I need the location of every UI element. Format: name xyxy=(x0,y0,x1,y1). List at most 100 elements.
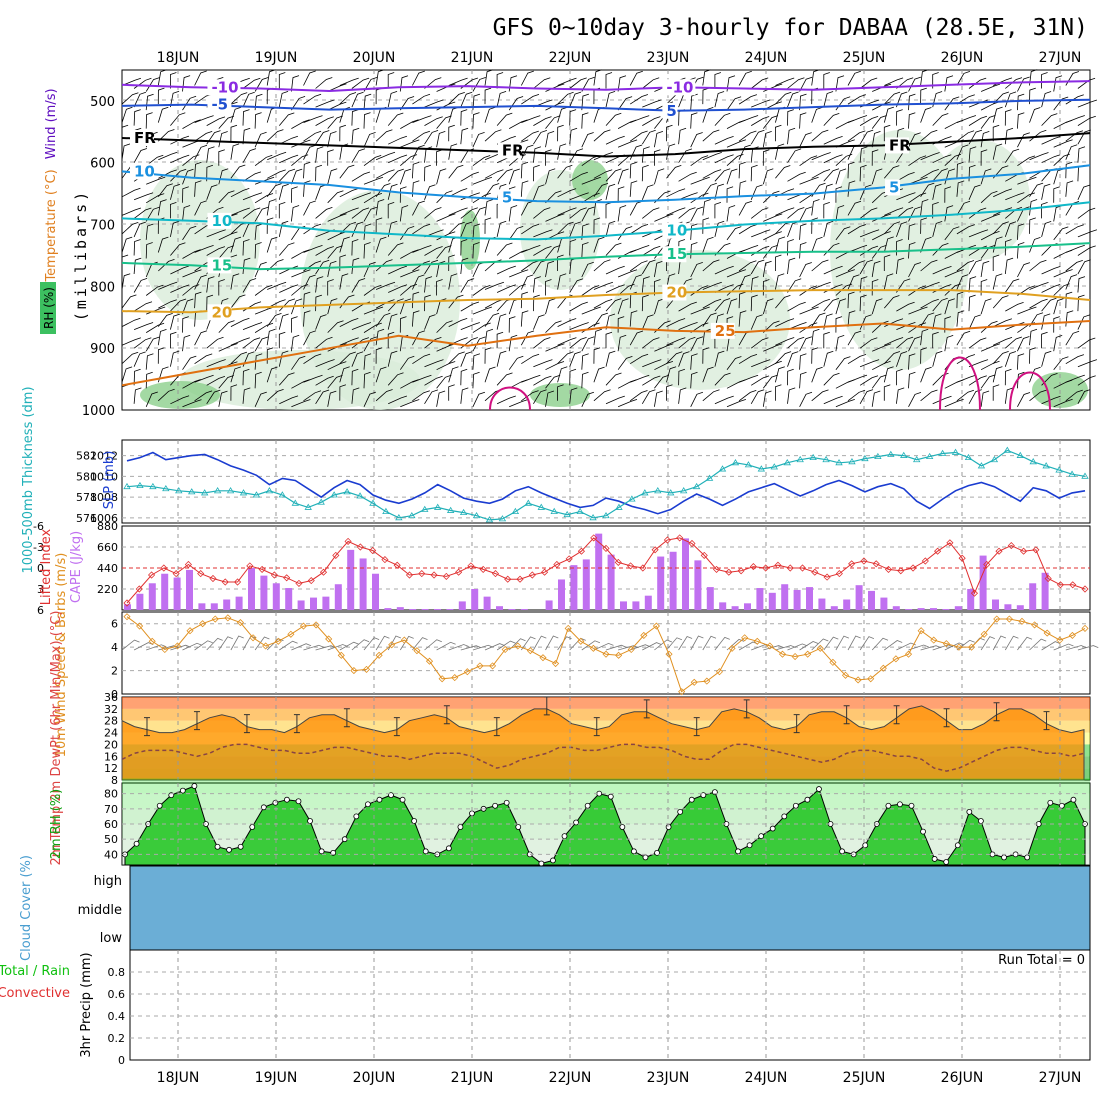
wind-barb-234 xyxy=(1017,112,1025,129)
wind-barb-487 xyxy=(206,184,218,200)
bottom-date-19JUN: 19JUN xyxy=(255,1070,298,1086)
wind-barb-148 xyxy=(944,96,960,111)
wind-tick-4: 4 xyxy=(111,641,118,654)
wind-barb-1042 xyxy=(145,322,165,333)
wind-barb-1242 xyxy=(629,353,649,365)
wind-barb-440 xyxy=(605,168,622,182)
thickness-mark-17 xyxy=(343,488,351,495)
wind-barb-146 xyxy=(920,87,927,105)
thickness-mark-72 xyxy=(1055,466,1063,473)
wind-barb-852 xyxy=(750,259,765,275)
wind-barb-950 xyxy=(968,276,977,293)
wind-barb-233 xyxy=(1004,109,1012,126)
wind-barb-1126 xyxy=(194,330,208,346)
wind-barb-1178 xyxy=(823,331,830,349)
thickness-mark-60 xyxy=(900,451,908,458)
wind-barb-420 xyxy=(363,176,384,185)
bottom-date-21JUN: 21JUN xyxy=(451,1070,494,1086)
li-mark-53 xyxy=(774,561,782,569)
wind-barb-530 xyxy=(726,186,734,203)
wind-barb-30 xyxy=(484,69,494,86)
wind-barb-1093 xyxy=(763,320,780,333)
contour-25 xyxy=(121,320,1091,387)
wind-barb-618 xyxy=(823,202,830,219)
wind-barb-306 xyxy=(920,129,938,142)
wind-barb-314 xyxy=(1017,132,1030,148)
wind-barb-574 xyxy=(291,205,300,222)
wind-mark-24 xyxy=(425,657,434,665)
wind-barb-158 xyxy=(1065,94,1084,105)
wind-barb-757 xyxy=(569,239,577,256)
rh-core-3 xyxy=(460,210,480,270)
wind-barb-533 xyxy=(763,190,780,204)
top-date-21JUN: 21JUN xyxy=(451,50,494,66)
thickness-mark-67 xyxy=(990,455,999,463)
wind-barb-1128 xyxy=(218,343,238,352)
wind-barb-202 xyxy=(630,115,650,123)
wind-barb-1380 xyxy=(363,391,377,407)
wind-barb-6 xyxy=(194,70,207,86)
thickness-mark-57 xyxy=(861,454,869,462)
wind-barb-801 xyxy=(133,257,142,275)
wind-barb-1080 xyxy=(605,313,616,330)
li-mark-35 xyxy=(553,560,561,569)
wind-barb-464 xyxy=(896,172,915,182)
wind-barb-703 xyxy=(884,221,901,235)
wind-barb-717 xyxy=(1053,226,1069,241)
wind-barb-987 xyxy=(448,294,464,309)
wind-barb-907 xyxy=(448,273,458,290)
wind-barb-1116 xyxy=(1041,313,1051,330)
wind-barb-225 xyxy=(908,112,916,129)
wind-barb-213 xyxy=(762,115,779,129)
wind-barb-81 xyxy=(133,91,147,108)
wind-barb-355 xyxy=(545,149,552,166)
wind-barb-1408 xyxy=(702,389,720,402)
wind-barb-552 xyxy=(993,188,1013,198)
wind-barb-917 xyxy=(569,278,584,293)
wind-barb-1287 xyxy=(206,376,226,386)
wind-mark-66 xyxy=(955,643,963,651)
wind-barb-1224 xyxy=(412,353,431,365)
wind-barb-748 xyxy=(460,239,468,256)
wind-barb-432 xyxy=(508,168,520,185)
cape-bar-21 xyxy=(384,608,392,610)
wind-barb-276 xyxy=(557,124,564,142)
wind-barb-1083 xyxy=(641,314,654,330)
wind-barb-105 xyxy=(424,99,444,108)
rh-core-4 xyxy=(572,160,608,200)
wind-barb-821 xyxy=(375,259,393,272)
wind-barb-48 xyxy=(702,69,711,86)
wind-barb-980 xyxy=(363,306,384,315)
wind-barb-839 xyxy=(593,259,611,272)
wind-barb-209 xyxy=(714,112,731,126)
wind-barb-342 xyxy=(388,154,408,164)
wind-barb-838 xyxy=(581,261,594,278)
wind-mark-76 xyxy=(1081,624,1089,632)
wind-barb-924 xyxy=(654,279,661,296)
contour-label-bg-5-2 xyxy=(885,179,901,196)
wind-barb-1057 xyxy=(327,320,344,333)
wind-barb-390 xyxy=(968,146,977,163)
li-tick-3: 3 xyxy=(37,583,44,596)
li-mark-14 xyxy=(295,579,303,587)
wind-barb-502 xyxy=(387,183,398,200)
temp2m-axis-label: 2m Temp 2m DewPt (6hr Min/Max) (°C) xyxy=(49,611,64,866)
wind-barb-571 xyxy=(254,206,269,222)
wind-barb-174 xyxy=(291,119,310,129)
thickness-mark-55 xyxy=(835,459,843,466)
wind-barb-457 xyxy=(811,169,831,179)
wind-barb-799 xyxy=(1077,245,1096,256)
wind-barb-42 xyxy=(629,70,643,86)
wind-barb-1121 xyxy=(133,337,152,349)
wind-barb-1200 xyxy=(121,351,139,364)
wind-barb-1266 xyxy=(920,347,928,364)
wind-barb-288 xyxy=(702,129,720,142)
wind-barb-559 xyxy=(1077,184,1090,200)
contour-label-10-0: 10 xyxy=(211,212,232,230)
wind-barb-548 xyxy=(944,186,952,203)
wind-barb-904 xyxy=(412,274,425,290)
wind-barb-825 xyxy=(424,259,439,275)
wind-barb-216 xyxy=(799,112,807,129)
wind-barb-1067 xyxy=(448,318,468,327)
